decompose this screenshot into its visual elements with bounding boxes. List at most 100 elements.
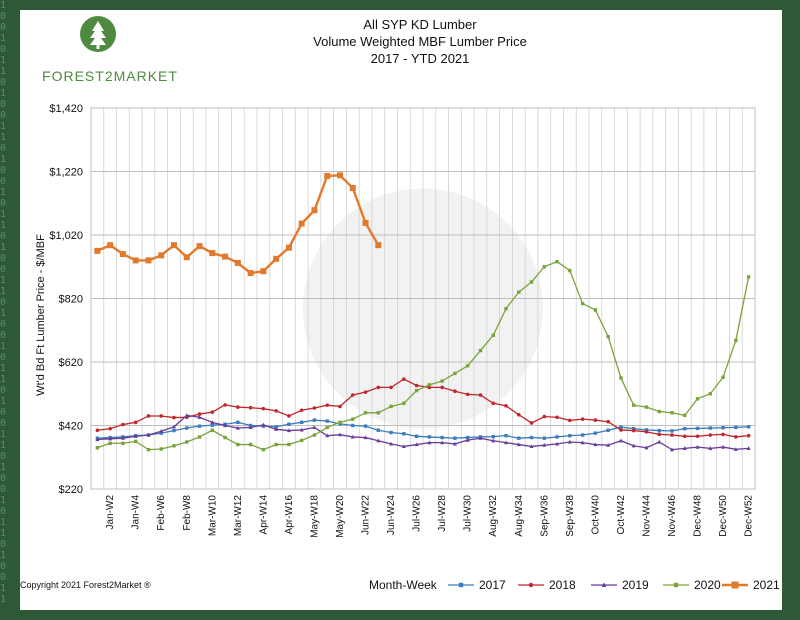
data-point [274, 425, 278, 429]
y-tick-label: $1,020 [49, 230, 83, 242]
data-point [261, 422, 266, 427]
data-point [465, 364, 470, 368]
data-point [389, 385, 393, 390]
data-point [491, 434, 495, 439]
data-point [351, 417, 355, 421]
data-point [133, 420, 138, 425]
data-point [529, 435, 534, 440]
data-point [516, 442, 521, 447]
data-point [721, 426, 725, 430]
data-point [453, 436, 457, 440]
data-point [657, 432, 662, 437]
data-point [95, 437, 100, 442]
data-point [235, 425, 240, 430]
series-line-2017 [97, 419, 749, 439]
data-point [261, 406, 266, 411]
legend-label-2019: 2019 [622, 578, 649, 592]
data-point [414, 383, 419, 388]
data-point [453, 371, 457, 376]
data-point [274, 427, 279, 431]
data-point [312, 406, 317, 410]
data-point [746, 446, 751, 450]
data-point [172, 424, 176, 429]
data-point [223, 423, 228, 428]
data-point [631, 443, 636, 448]
y-tick-label: $1,420 [49, 103, 83, 115]
data-point [695, 444, 700, 449]
decorative-binary-strip: 1 0 0 1 0 1 1 0 1 0 0 1 1 0 1 0 0 1 0 1 … [0, 0, 7, 605]
data-point [273, 255, 280, 262]
data-point [734, 435, 738, 439]
data-point [683, 413, 687, 418]
data-point [708, 392, 713, 396]
data-point [517, 436, 521, 440]
data-point [593, 431, 598, 435]
data-point [312, 433, 317, 437]
data-point [133, 434, 138, 438]
data-point [568, 418, 572, 423]
data-point [121, 422, 125, 427]
data-point [158, 252, 165, 259]
x-tick-label: Jun-W24 [386, 495, 397, 535]
data-point [440, 435, 444, 440]
data-point [183, 254, 190, 261]
data-point [517, 290, 521, 294]
chart-date-range: 2017 - YTD 2021 [370, 51, 470, 66]
data-point [197, 412, 202, 416]
data-point [504, 306, 508, 311]
x-tick-label: Mar-W12 [233, 495, 244, 537]
data-point [299, 420, 304, 425]
data-point [108, 441, 112, 445]
data-point [172, 428, 176, 433]
x-tick-label: Apr-W16 [284, 495, 295, 535]
data-point [542, 265, 547, 269]
legend-label-2021: 2021 [753, 578, 780, 592]
data-point [580, 301, 585, 306]
data-point [286, 428, 291, 433]
data-point [184, 413, 189, 417]
data-point [108, 436, 113, 441]
data-point [542, 414, 547, 419]
x-tick-label: Feb-W6 [156, 495, 167, 531]
chart-title-block: All SYP KD Lumber Volume Weighted MBF Lu… [250, 16, 590, 67]
data-point [350, 434, 355, 439]
series-2021 [94, 172, 382, 277]
data-point [338, 404, 342, 409]
data-point [285, 244, 292, 251]
data-point [146, 414, 151, 418]
data-point [107, 242, 114, 249]
data-point [311, 207, 318, 214]
data-point [299, 438, 304, 443]
data-point [580, 417, 585, 421]
data-point [119, 251, 126, 258]
x-tick-label: Aug-W34 [514, 495, 525, 537]
data-point [631, 428, 636, 433]
x-tick-label: Jan-W4 [131, 495, 142, 530]
data-point [274, 409, 278, 413]
data-point [695, 434, 700, 439]
series-2018 [95, 377, 751, 439]
data-point [95, 446, 100, 450]
data-point [695, 426, 700, 431]
data-point [682, 434, 687, 439]
data-point [606, 334, 610, 339]
data-point [746, 433, 751, 438]
x-tick-label: Mar-W10 [207, 495, 218, 537]
data-point [734, 338, 738, 343]
data-point [389, 441, 394, 446]
x-tick-label: Sep-W36 [539, 495, 550, 537]
data-point [580, 440, 585, 445]
data-point [171, 242, 177, 249]
data-point [145, 257, 152, 264]
data-point [465, 392, 470, 397]
data-point [593, 442, 598, 447]
data-point [670, 411, 674, 415]
data-point [121, 441, 125, 445]
data-point [247, 270, 254, 277]
data-point [299, 408, 304, 413]
data-point [670, 447, 674, 452]
data-point [721, 432, 725, 437]
data-point [312, 418, 317, 422]
data-point [210, 423, 215, 427]
data-point [376, 438, 381, 443]
